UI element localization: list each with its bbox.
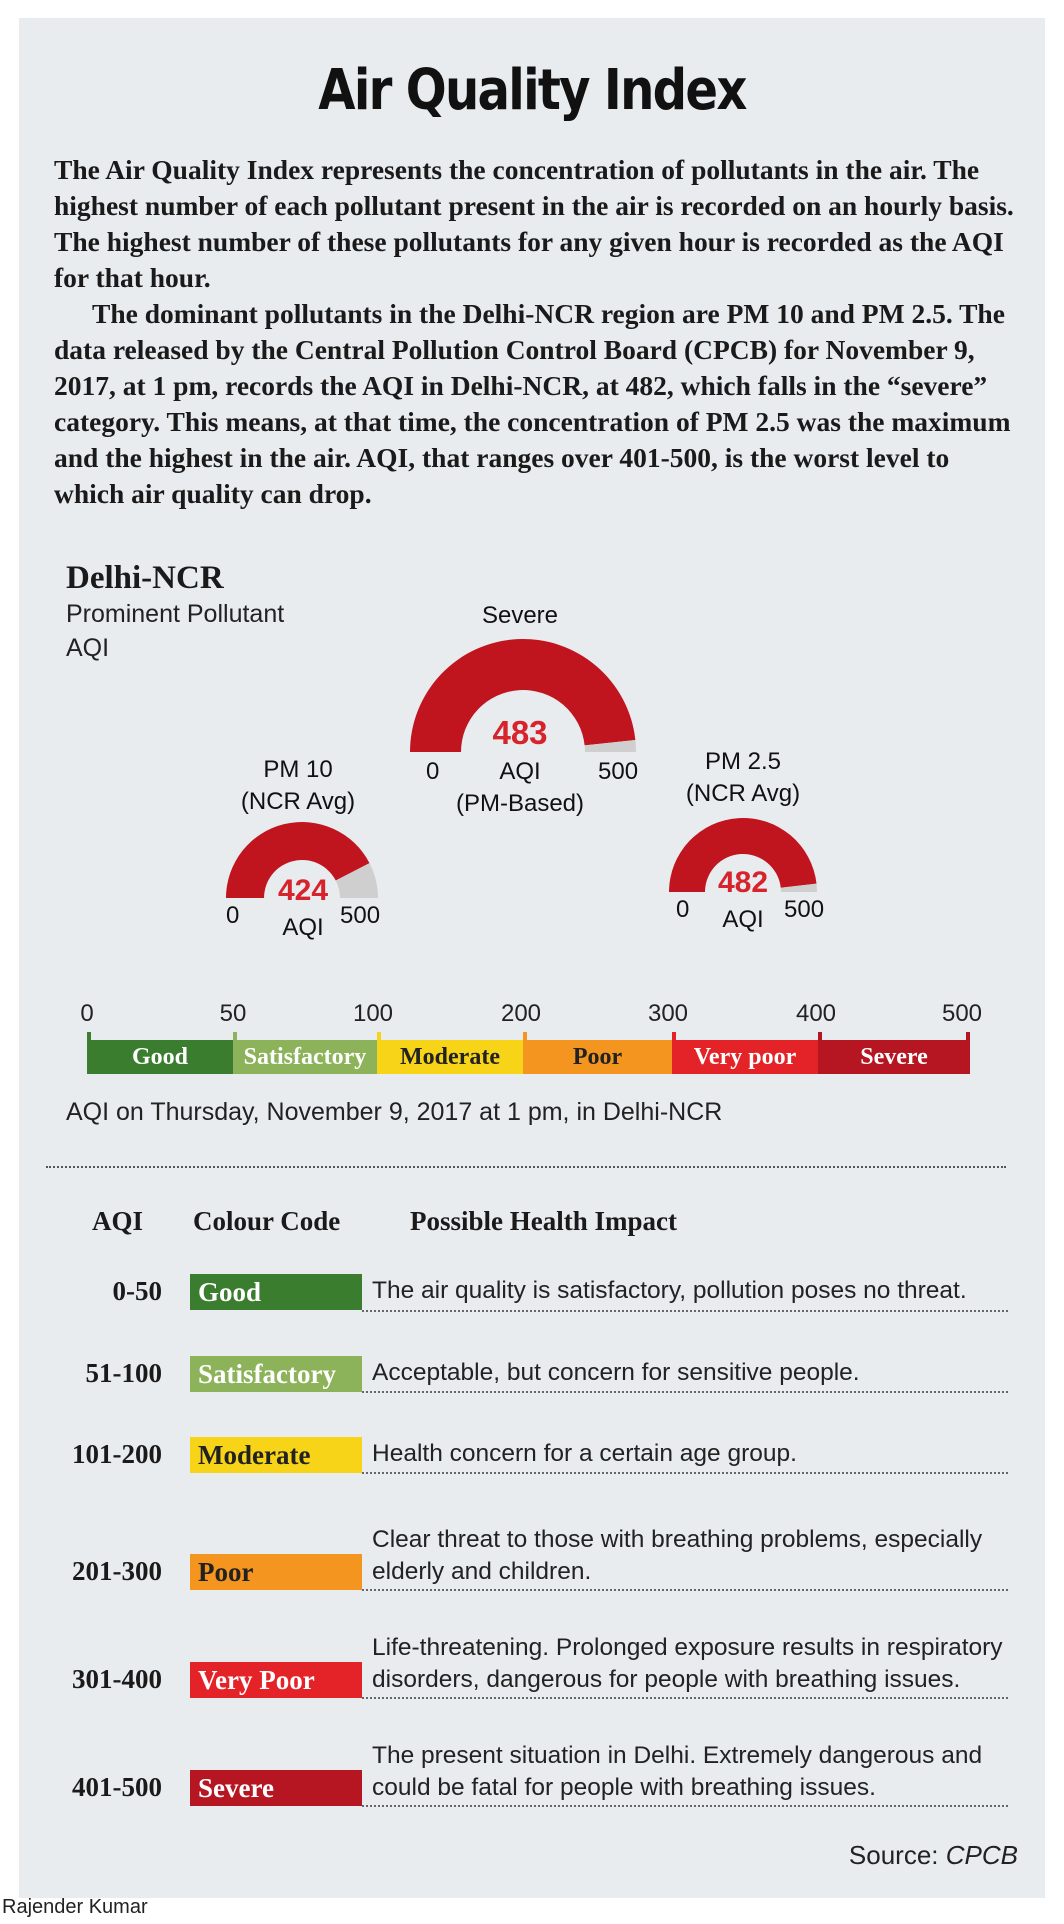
scale-tick-label: 0 <box>80 1000 94 1027</box>
colour-code-chip: Good <box>190 1274 362 1310</box>
scale-tick-label: 100 <box>352 1000 394 1027</box>
scale-marker <box>233 1032 237 1042</box>
section-divider <box>46 1166 1006 1168</box>
aqi-range: 201-300 <box>72 1556 162 1586</box>
row-divider <box>362 1589 1008 1591</box>
scale-marker <box>672 1032 676 1042</box>
colour-code-chip: Very Poor <box>190 1662 362 1698</box>
aqi-range: 301-400 <box>72 1664 162 1694</box>
colour-code-chip: Satisfactory <box>190 1356 362 1392</box>
gauge-pm25-value: 482 <box>717 866 769 899</box>
aqi-range: 401-500 <box>72 1772 162 1802</box>
row-divider <box>362 1697 1008 1699</box>
gauge-pm10-fill-arc <box>226 822 370 898</box>
gauge-pm10-top-label-2: (NCR Avg) <box>240 788 356 815</box>
scale-marker <box>87 1032 91 1042</box>
gauge-pm25-fill-arc <box>669 818 817 892</box>
scale-tick-label: 400 <box>795 1000 837 1027</box>
source-name: CPCB <box>945 1840 1018 1870</box>
gauge-pm10-top-label: PM 10 <box>263 756 333 783</box>
gauge-pm10-remainder-arc <box>335 863 378 898</box>
source-label: Source: <box>848 1840 946 1870</box>
row-divider <box>362 1472 1008 1474</box>
scale-segment-severe: Severe <box>818 1040 970 1074</box>
gauge-pm25-min: 0 <box>676 896 690 923</box>
row-divider <box>362 1310 1008 1312</box>
scale-tick-label: 50 <box>219 1000 247 1027</box>
gauge-pm10-min: 0 <box>226 902 240 929</box>
colour-code-chip: Moderate <box>190 1437 362 1473</box>
gauge-main-value: 483 <box>492 714 548 751</box>
table-header-health-impact: Possible Health Impact <box>410 1206 677 1236</box>
gauge-main-min: 0 <box>426 758 440 785</box>
scale-tick-label: 300 <box>647 1000 689 1027</box>
scale-marker <box>377 1032 381 1042</box>
scale-segment-very-poor: Very poor <box>672 1040 818 1074</box>
aqi-range: 101-200 <box>72 1439 162 1469</box>
gauge-pm25-remainder-arc <box>780 883 817 892</box>
health-impact-text: Health concern for a certain age group. <box>372 1440 797 1467</box>
colour-code-chip: Poor <box>190 1554 362 1590</box>
gauge-pm10-value: 424 <box>277 874 329 907</box>
page-title: Air Quality Index <box>318 58 747 123</box>
gauge-pm10-unit: AQI <box>282 914 324 941</box>
gauge-pm25-top-label-2: (NCR Avg) <box>685 780 801 807</box>
scale-marker <box>818 1032 822 1042</box>
health-impact-text: Acceptable, but concern for sensitive pe… <box>372 1359 860 1386</box>
gauge-main-fill-arc <box>410 638 636 752</box>
colour-code-chip: Severe <box>190 1770 362 1806</box>
row-divider <box>362 1391 1008 1393</box>
scale-caption: AQI on Thursday, November 9, 2017 at 1 p… <box>66 1098 723 1126</box>
scale-segment-good: Good <box>87 1040 233 1074</box>
health-impact-text: Clear threat to those with breathing pro… <box>372 1526 983 1585</box>
gauge-main-sub: (PM-Based) <box>455 790 585 817</box>
gauges-chart <box>226 638 817 898</box>
source-note: Source: CPCB <box>849 1840 1018 1871</box>
row-divider <box>362 1805 1008 1807</box>
region-subtitle-aqi: AQI <box>66 634 110 662</box>
scale-tick-label: 500 <box>941 1000 983 1027</box>
aqi-range: 0-50 <box>112 1276 163 1306</box>
gauge-pm25-unit: AQI <box>722 906 764 933</box>
region-title: Delhi-NCR <box>66 560 224 596</box>
gauge-main-max: 500 <box>598 758 639 785</box>
scale-tick-label: 200 <box>500 1000 542 1027</box>
intro-paragraph-2: The dominant pollutants in the Delhi-NCR… <box>54 298 1011 509</box>
health-impact-text: Life-threatening. Prolonged exposure res… <box>372 1634 1003 1693</box>
gauge-main-top-label: Severe <box>481 602 559 629</box>
gauge-main-unit: AQI <box>499 758 541 785</box>
region-subtitle: Prominent Pollutant <box>66 600 285 628</box>
intro-paragraph-1: The Air Quality Index represents the con… <box>54 154 1014 293</box>
aqi-range: 51-100 <box>85 1358 163 1388</box>
table-header-colour-code: Colour Code <box>193 1206 341 1236</box>
scale-marker <box>523 1032 527 1042</box>
scale-segment-satisfactory: Satisfactory <box>233 1040 377 1074</box>
gauge-main-remainder-arc <box>584 739 636 752</box>
gauge-pm25-max: 500 <box>784 896 825 923</box>
health-impact-text: The present situation in Delhi. Extremel… <box>372 1742 983 1801</box>
intro-text: The Air Quality Index represents the con… <box>54 152 1014 512</box>
scale-segment-moderate: Moderate <box>377 1040 523 1074</box>
health-impact-text: The air quality is satisfactory, polluti… <box>372 1277 967 1304</box>
gauge-pm25-top-label: PM 2.5 <box>704 748 782 775</box>
scale-segment-poor: Poor <box>523 1040 672 1074</box>
scale-marker <box>966 1032 970 1042</box>
gauge-pm10-max: 500 <box>340 902 381 929</box>
table-header-aqi: AQI <box>92 1206 144 1236</box>
author-credit: Rajender Kumar <box>2 1896 148 1918</box>
